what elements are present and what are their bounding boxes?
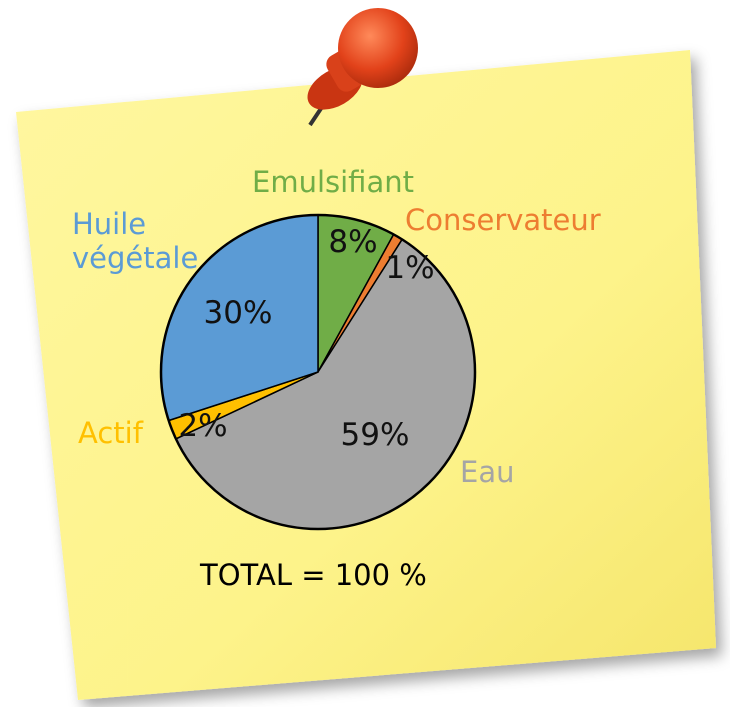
category-label: Eau — [460, 455, 514, 489]
category-label: Conservateur — [405, 203, 601, 237]
total-note: TOTAL = 100 % — [200, 558, 427, 592]
value-label: 59% — [341, 417, 410, 453]
value-label: 1% — [385, 250, 434, 286]
value-label: 30% — [204, 295, 273, 331]
category-label: Huile végétale — [72, 207, 202, 275]
chart — [0, 0, 730, 707]
value-label: 8% — [328, 224, 377, 260]
value-label: 2% — [178, 408, 227, 444]
category-label: Actif — [78, 416, 143, 450]
page: TOTAL = 100 % (() => { const data = JSON… — [0, 0, 730, 707]
category-label: Emulsifiant — [252, 165, 414, 199]
